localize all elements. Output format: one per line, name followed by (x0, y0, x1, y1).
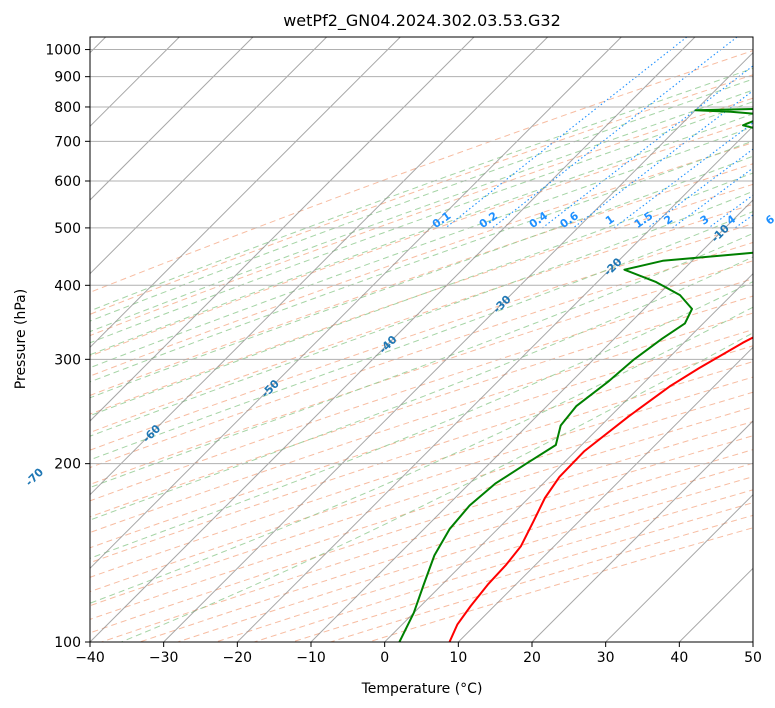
x-tick-label: 40 (670, 650, 688, 666)
y-tick-label: 500 (54, 221, 81, 237)
mixing-ratio-line (492, 37, 738, 229)
plot-frame (89, 36, 754, 643)
x-axis: −40 −30 −20 −10 0 10 20 30 40 50 (75, 642, 762, 666)
x-tick-label: −40 (75, 650, 105, 666)
isotherm-line (90, 37, 622, 570)
y-tick-label: 800 (54, 100, 81, 116)
x-tick-label: −20 (223, 650, 253, 666)
moist-adiabat-line (90, 140, 753, 383)
dry-adiabat-line (90, 97, 753, 337)
y-tick-label: 900 (54, 70, 81, 86)
x-tick-label: −30 (149, 650, 179, 666)
dry-adiabat-line (90, 223, 753, 451)
y-tick-label: 400 (54, 278, 81, 294)
isotherm-line (457, 346, 753, 642)
moist-adiabat-line (90, 78, 753, 322)
isotherm-line (531, 420, 753, 642)
y-tick-label: 700 (54, 134, 81, 150)
isotherm-line (90, 37, 254, 201)
y-tick-label: 1000 (45, 43, 81, 59)
x-tick-label: 20 (523, 650, 541, 666)
moist-adiabat-line (90, 155, 753, 399)
moist-adiabat-line (90, 126, 753, 369)
x-axis-label: Temperature (°C) (361, 681, 483, 697)
mixing-ratio-label: 6 (763, 212, 775, 227)
moist-adiabat-line (90, 306, 753, 604)
moist-adiabat-line (121, 332, 753, 642)
y-tick-label: 200 (54, 457, 81, 473)
dry-adiabat-line (90, 50, 753, 293)
y-tick-label: 300 (54, 352, 81, 368)
y-tick-label: 100 (54, 635, 81, 651)
moist-adiabat-line (90, 101, 753, 344)
plot-area (90, 37, 753, 642)
y-axis-label: Pressure (hPa) (13, 289, 29, 389)
background-lines (90, 37, 753, 642)
dry-adiabat-line (90, 163, 753, 396)
isotherm-line (90, 37, 549, 496)
dry-adiabat-line (90, 312, 753, 534)
chart-title: wetPf2_GN04.2024.302.03.53.G32 (283, 11, 561, 31)
isotherm-line (90, 37, 328, 275)
dry-adiabat-line (90, 361, 753, 578)
y-tick-label: 600 (54, 174, 81, 190)
dry-adiabat-line (90, 142, 753, 377)
x-tick-label: −10 (296, 650, 326, 666)
mixing-ratio-line (572, 90, 753, 229)
profile-lines (398, 107, 753, 642)
x-tick-label: 10 (449, 650, 467, 666)
x-tick-label: 0 (380, 650, 389, 666)
isotherm-line (163, 51, 753, 642)
isotherm-line (310, 199, 753, 642)
isotherm-line (90, 37, 401, 349)
dry-adiabat-line (90, 183, 753, 415)
dry-adiabat-line (90, 278, 753, 502)
moist-adiabat-line (90, 113, 753, 356)
mixing-ratio-line (672, 167, 753, 229)
dry-adiabat-line (90, 74, 753, 315)
x-tick-label: 50 (744, 650, 762, 666)
isotherm-line (236, 125, 753, 642)
x-tick-label: 30 (597, 650, 615, 666)
temperature-profile-line (448, 336, 753, 642)
y-axis: 100 200 300 400 500 600 700 800 900 1000 (45, 43, 90, 651)
dry-adiabat-line (90, 329, 753, 549)
isotherm-line (605, 493, 753, 642)
moist-adiabat-line (90, 172, 753, 417)
dewpoint-profile-line (398, 107, 753, 642)
dry-adiabat-line (90, 391, 753, 607)
isotherm-line (90, 37, 696, 642)
mixing-ratio-line (542, 65, 753, 229)
isotherm-line (384, 272, 753, 642)
isotherm-line (90, 37, 475, 422)
